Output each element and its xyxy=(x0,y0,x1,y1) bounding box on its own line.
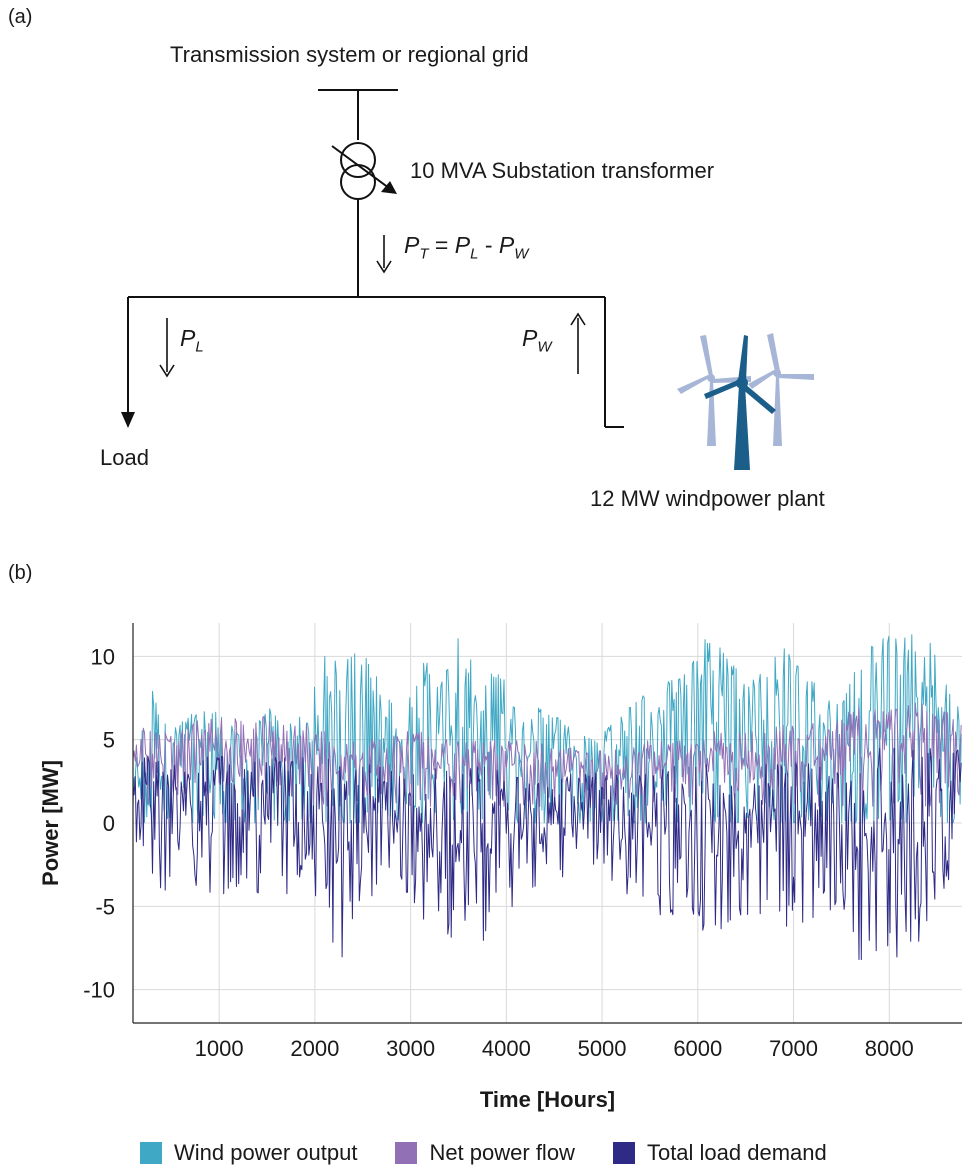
pl-label-symbol: P xyxy=(180,325,196,351)
pt-arrow-icon xyxy=(376,235,392,274)
chart-legend: Wind power output Net power flow Total l… xyxy=(140,1140,827,1166)
y-tick-label: 5 xyxy=(103,728,115,753)
legend-item-load: Total load demand xyxy=(612,1140,827,1166)
x-tick-label: 1000 xyxy=(195,1036,244,1061)
flow-equation: PT = PL - PW xyxy=(404,232,528,263)
equals-sign: = xyxy=(434,232,449,258)
y-axis-label: Power [MW] xyxy=(38,760,63,886)
x-tick-label: 5000 xyxy=(578,1036,627,1061)
transformer-label: 10 MVA Substation transformer xyxy=(410,158,715,183)
load-arrow-icon xyxy=(121,412,135,428)
pw-label: PW xyxy=(522,325,552,356)
pw-arrow-icon xyxy=(570,312,586,374)
legend-label-wind: Wind power output xyxy=(174,1140,358,1165)
pw-label-symbol: P xyxy=(522,325,538,351)
load-label: Load xyxy=(100,445,149,470)
y-tick-label: -10 xyxy=(83,978,115,1003)
pt-symbol: P xyxy=(404,232,420,258)
series-wind-line xyxy=(132,634,962,824)
pw-label-subscript: W xyxy=(537,338,552,356)
x-tick-label: 4000 xyxy=(482,1036,531,1061)
x-tick-label: 3000 xyxy=(386,1036,435,1061)
y-tick-label: 10 xyxy=(91,644,115,669)
power-chart: 1000 2000 3000 4000 5000 6000 7000 8000 10 5 0 -5 -1… xyxy=(38,623,962,1112)
legend-swatch-load xyxy=(612,1142,635,1164)
pl-label-subscript: L xyxy=(195,338,204,356)
legend-item-wind: Wind power output xyxy=(140,1140,357,1166)
y-tick-label: -5 xyxy=(95,894,115,919)
legend-label-net: Net power flow xyxy=(429,1140,575,1165)
series-load-line xyxy=(132,747,962,961)
y-tick-label: 0 xyxy=(103,811,115,836)
grid-label: Transmission system or regional grid xyxy=(170,42,529,67)
x-tick-label: 8000 xyxy=(865,1036,914,1061)
x-tick-label: 7000 xyxy=(769,1036,818,1061)
transformer-icon xyxy=(331,142,397,200)
x-axis-label: Time [Hours] xyxy=(480,1087,615,1112)
pl-subscript: L xyxy=(470,245,479,263)
pw-symbol: P xyxy=(498,232,515,258)
wind-turbines-icon xyxy=(677,333,814,470)
panel-a-label: (a) xyxy=(8,6,33,28)
plant-label: 12 MW windpower plant xyxy=(590,486,825,511)
pl-label: PL xyxy=(180,325,204,356)
x-tick-label: 6000 xyxy=(673,1036,722,1061)
pt-subscript: T xyxy=(419,245,429,263)
legend-label-load: Total load demand xyxy=(646,1140,827,1165)
minus-sign: - xyxy=(484,232,493,258)
one-line-diagram xyxy=(121,89,814,470)
x-tick-label: 2000 xyxy=(290,1036,339,1061)
series-net-line xyxy=(132,702,962,807)
panel-b-label: (b) xyxy=(8,562,33,584)
pl-symbol: P xyxy=(454,232,471,258)
legend-swatch-net xyxy=(395,1142,418,1164)
pw-subscript: W xyxy=(514,245,529,263)
pl-arrow-icon xyxy=(159,318,175,378)
legend-item-net: Net power flow xyxy=(395,1140,575,1166)
legend-swatch-wind xyxy=(140,1142,162,1164)
